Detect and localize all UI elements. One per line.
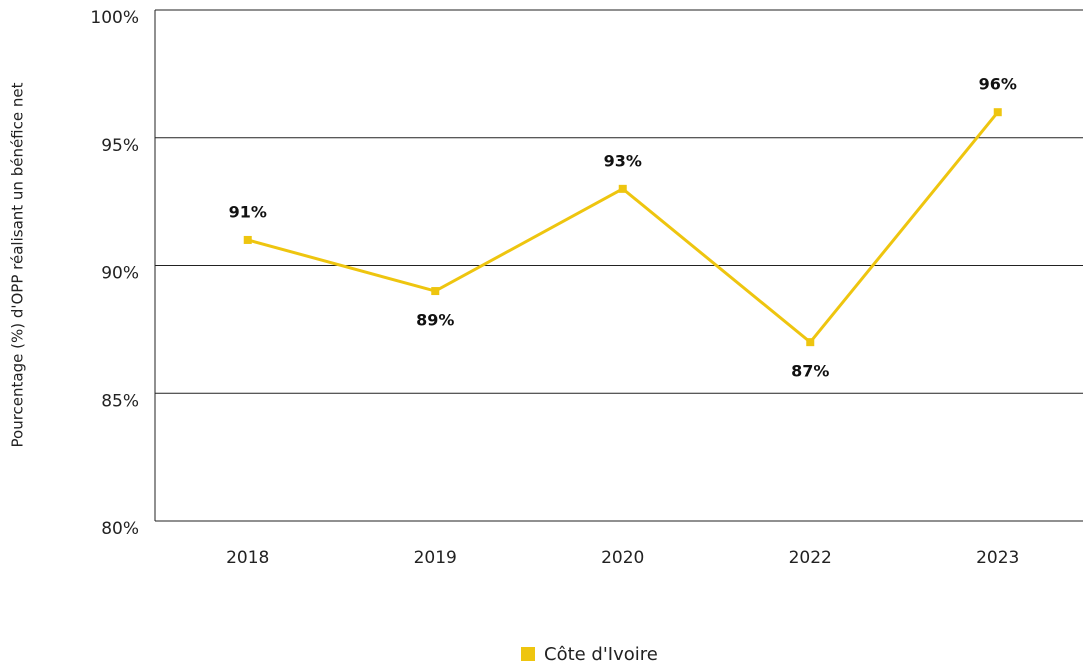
- data-label: 91%: [229, 202, 267, 221]
- legend-swatch: [521, 647, 535, 661]
- data-label: 89%: [416, 311, 454, 330]
- marker: [243, 235, 252, 244]
- data-label: 93%: [604, 151, 642, 170]
- legend-label: Côte d'Ivoire: [544, 644, 658, 665]
- marker: [431, 287, 440, 296]
- line: [247, 111, 999, 345]
- y-tick-label: 80%: [101, 519, 139, 539]
- y-tick-label: 100%: [90, 8, 139, 28]
- x-tick-label: 2022: [789, 548, 832, 568]
- marker: [618, 184, 627, 193]
- marker: [806, 338, 815, 347]
- marker: [993, 108, 1002, 117]
- y-tick-label: 90%: [101, 264, 139, 284]
- data-label: 96%: [979, 75, 1017, 94]
- x-tick-label: 2023: [976, 548, 1019, 568]
- x-tick-label: 2019: [414, 548, 457, 568]
- y-tick-label: 85%: [101, 391, 139, 411]
- x-tick-label: 2018: [226, 548, 269, 568]
- data-label: 87%: [791, 362, 829, 381]
- x-tick-label: 2020: [601, 548, 644, 568]
- y-tick-label: 95%: [101, 136, 139, 156]
- y-axis-title: Pourcentage (%) d'OPP réalisant un bénéf…: [9, 82, 27, 447]
